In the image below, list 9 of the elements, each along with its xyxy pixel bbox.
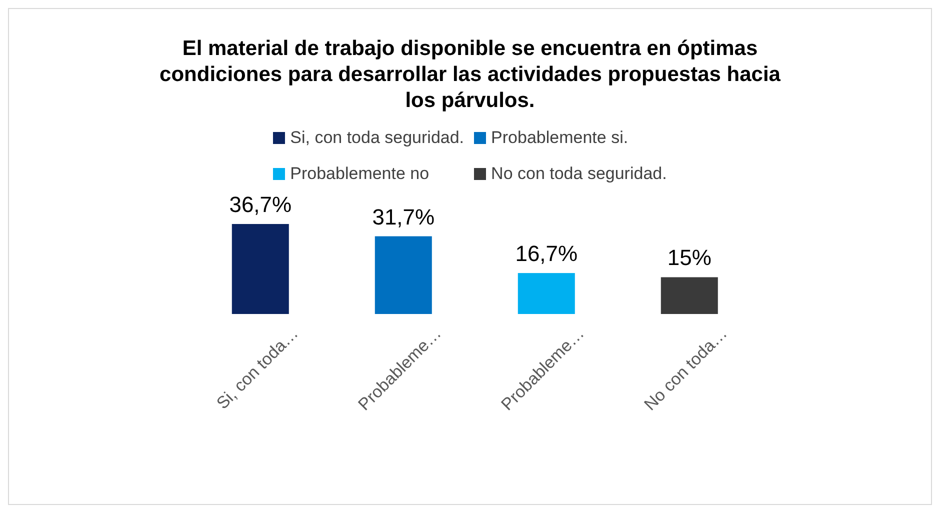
data-label: 15% [667, 245, 712, 270]
chart-title: El material de trabajo disponible se encuentra en óptimas condiciones para desarrollar las actividades propuestas hacia los párvulos. [158, 36, 782, 114]
legend-label: Si, con toda seguridad. [290, 128, 464, 148]
legend-label: Probablemente no [290, 164, 430, 184]
data-label: 16,7% [515, 241, 578, 266]
legend-label: No con toda seguridad. [491, 164, 667, 184]
data-label: 31,7% [372, 204, 435, 230]
data-label: 36,7% [229, 192, 292, 217]
legend-label: Probablemente si. [491, 128, 628, 148]
